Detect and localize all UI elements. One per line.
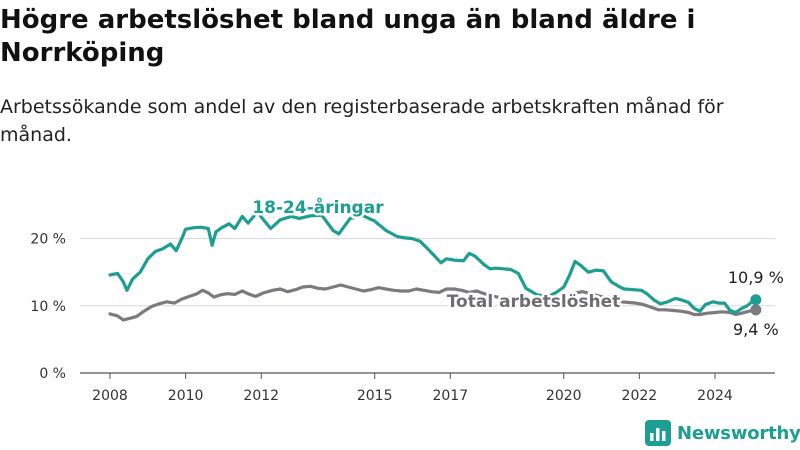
x-tick-label: 2012 bbox=[243, 388, 279, 404]
newsworthy-logo: Newsworthy bbox=[645, 419, 800, 447]
bar-chart-logo-icon bbox=[645, 420, 671, 446]
y-tick-label: 0 % bbox=[39, 366, 66, 382]
y-tick-label: 10 % bbox=[30, 299, 66, 315]
x-tick-label: 2022 bbox=[622, 388, 658, 404]
series-line-18-24 bbox=[108, 210, 758, 315]
x-tick-label: 2017 bbox=[432, 388, 468, 404]
series-name-18-24: 18-24-åringar bbox=[252, 196, 384, 218]
y-gridlines bbox=[80, 238, 775, 374]
end-label-18-24: 10,9 % bbox=[728, 268, 784, 287]
y-tick-label: 20 % bbox=[30, 232, 66, 248]
series-lines bbox=[108, 210, 762, 322]
x-axis-ticks: 2008 2010 2012 2015 2017 2020 2022 2024 bbox=[92, 373, 733, 404]
end-marker-total bbox=[750, 304, 762, 316]
end-label-18-24-halo: 10,9 % bbox=[728, 268, 784, 287]
page-subtitle: Arbetssökande som andel av den registerb… bbox=[0, 96, 724, 146]
end-label-total-halo: 9,4 % bbox=[733, 320, 779, 339]
end-marker-18-24 bbox=[750, 294, 762, 306]
x-tick-label: 2015 bbox=[357, 388, 393, 404]
series-line-total bbox=[108, 283, 758, 322]
x-tick-label: 2024 bbox=[697, 388, 733, 404]
x-tick-label: 2008 bbox=[92, 388, 128, 404]
page-title: Högre arbetslöshet bland unga än bland ä… bbox=[0, 5, 696, 68]
x-tick-label: 2010 bbox=[168, 388, 204, 404]
end-label-total: 9,4 % bbox=[733, 320, 779, 339]
series-name-total-halo: Total arbetslöshet bbox=[447, 292, 621, 312]
y-axis-tick-labels: 0 % 10 % 20 % bbox=[30, 232, 66, 382]
x-tick-label: 2020 bbox=[546, 388, 582, 404]
series-name-18-24-halo: 18-24-åringar bbox=[252, 196, 384, 218]
brand-name: Newsworthy bbox=[677, 422, 800, 444]
series-name-total: Total arbetslöshet bbox=[447, 292, 621, 312]
